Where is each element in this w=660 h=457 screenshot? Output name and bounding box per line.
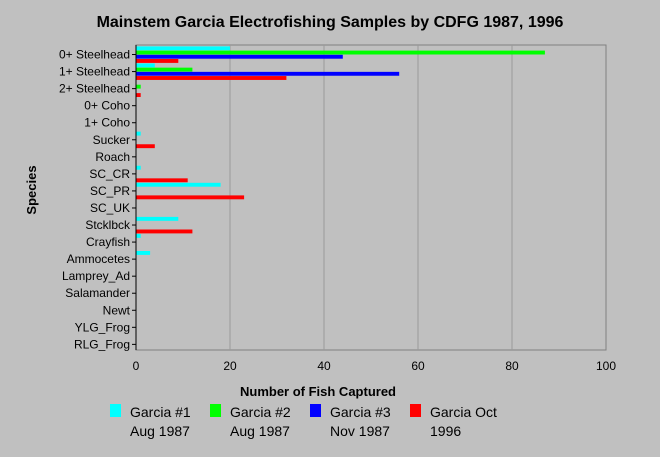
legend-entry-label: Aug 1987 <box>130 423 190 439</box>
bar <box>136 233 141 238</box>
bar <box>136 63 155 68</box>
legend-swatch <box>110 404 121 417</box>
bar <box>136 165 141 170</box>
y-tick-label: Crayfish <box>86 235 130 249</box>
x-tick-label: 0 <box>133 359 140 373</box>
bar <box>136 71 400 76</box>
x-axis-title: Number of Fish Captured <box>240 384 396 399</box>
x-tick-label: 80 <box>505 359 519 373</box>
legend-entry-label: Aug 1987 <box>230 423 290 439</box>
bar <box>136 216 179 221</box>
y-tick-label: Ammocetes <box>67 252 130 266</box>
x-tick-label: 40 <box>317 359 331 373</box>
bar <box>136 54 343 59</box>
y-axis-title: Species <box>24 165 39 214</box>
y-tick-label: 1+ Steelhead <box>59 65 130 79</box>
y-tick-label: YLG_Frog <box>75 320 130 334</box>
bars <box>136 46 545 255</box>
legend-entry-label: Garcia Oct <box>430 404 497 420</box>
bar <box>136 93 141 97</box>
bar <box>136 46 230 51</box>
y-tick-label: Salamander <box>65 286 130 300</box>
x-tick-label: 100 <box>596 359 616 373</box>
y-tick-label: SC_CR <box>89 167 130 181</box>
y-tick-label: 0+ Steelhead <box>59 48 130 62</box>
y-tick-label: 1+ Coho <box>84 116 130 130</box>
y-tick-label: SC_UK <box>90 201 130 215</box>
legend-entry-label: 1996 <box>430 423 461 439</box>
y-tick-label: 0+ Coho <box>84 99 130 113</box>
y-tick-label: Sucker <box>93 133 130 147</box>
bar <box>136 229 193 234</box>
legend-entry-label: Garcia #2 <box>230 404 291 420</box>
legend-swatch <box>310 404 321 417</box>
y-tick-label: Roach <box>95 150 130 164</box>
bar <box>136 182 221 187</box>
bar <box>136 195 245 200</box>
x-tick-label: 20 <box>223 359 237 373</box>
y-tick-label: Stcklbck <box>85 218 131 232</box>
y-tick-label: Lamprey_Ad <box>62 269 130 283</box>
y-tick-label: SC_PR <box>90 184 130 198</box>
x-tick-label: 60 <box>411 359 425 373</box>
x-tick-labels: 0 20 40 60 80 100 <box>133 359 617 373</box>
legend-entry-label: Garcia #1 <box>130 404 191 420</box>
legend-swatch <box>210 404 221 417</box>
legend-swatch <box>410 404 421 417</box>
chart-title: Mainstem Garcia Electrofishing Samples b… <box>97 14 564 31</box>
legend-entry-label: Garcia #3 <box>330 404 391 420</box>
y-tick-label: 2+ Steelhead <box>59 82 130 96</box>
bar <box>136 84 141 89</box>
bar <box>136 131 141 136</box>
bar <box>136 50 545 55</box>
bar <box>136 59 179 63</box>
y-tick-label: RLG_Frog <box>74 337 130 351</box>
bar <box>136 144 155 149</box>
bar <box>136 178 188 183</box>
bar <box>136 251 151 255</box>
bar <box>136 76 287 80</box>
bar <box>136 67 193 72</box>
y-tick-labels: 0+ Steelhead 1+ Steelhead 2+ Steelhead 0+ C… <box>59 48 136 351</box>
legend: Garcia #1 Aug 1987 Garcia #2 Aug 1987 Garcia… <box>110 404 497 439</box>
legend-entry-label: Nov 1987 <box>330 423 390 439</box>
y-tick-label: Newt <box>103 303 131 317</box>
